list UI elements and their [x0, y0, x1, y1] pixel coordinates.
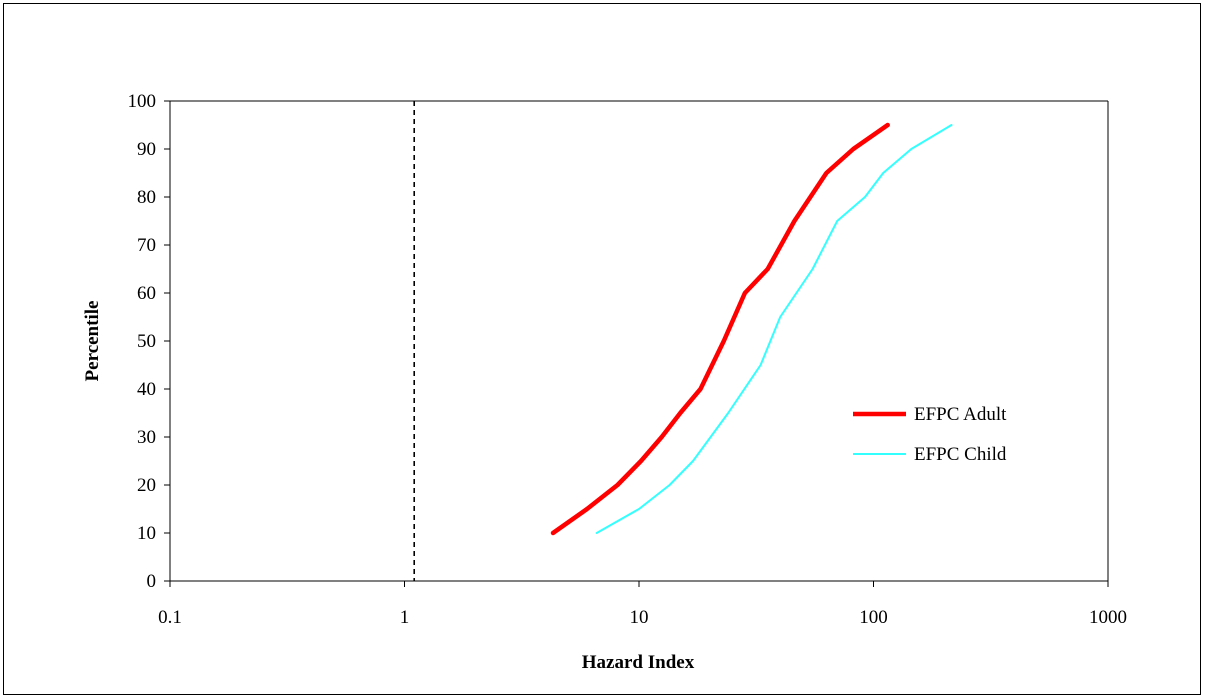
y-tick-label: 50 — [137, 331, 156, 352]
legend-label: EFPC Adult — [914, 404, 1007, 425]
y-tick-label: 90 — [137, 139, 156, 160]
y-ticks: 0 10 20 30 40 50 60 70 80 90 100 — [128, 91, 170, 592]
x-ticks: 0.1 1 10 100 1000 — [158, 581, 1127, 628]
x-tick-label: 1 — [400, 607, 410, 628]
y-axis-title: Percentile — [82, 301, 103, 382]
y-tick-label: 100 — [128, 91, 157, 112]
y-tick-label: 0 — [147, 571, 157, 592]
y-tick-label: 40 — [137, 379, 156, 400]
y-tick-label: 80 — [137, 187, 156, 208]
chart-frame — [3, 3, 1201, 695]
x-tick-label: 100 — [859, 607, 888, 628]
legend: EFPC Adult EFPC Child — [853, 404, 1007, 465]
series-line-efpc-child — [595, 124, 953, 534]
y-tick-label: 30 — [137, 427, 156, 448]
x-tick-label: 10 — [630, 607, 649, 628]
y-tick-label: 60 — [137, 283, 156, 304]
y-tick-label: 70 — [137, 235, 156, 256]
legend-label: EFPC Child — [914, 444, 1007, 465]
series-layer — [550, 122, 953, 536]
x-tick-label: 1000 — [1089, 607, 1127, 628]
x-axis-title: Hazard Index — [582, 652, 695, 673]
y-tick-label: 10 — [137, 523, 156, 544]
x-tick-label: 0.1 — [158, 607, 182, 628]
y-tick-label: 20 — [137, 475, 156, 496]
series-line-efpc-adult — [550, 122, 890, 536]
